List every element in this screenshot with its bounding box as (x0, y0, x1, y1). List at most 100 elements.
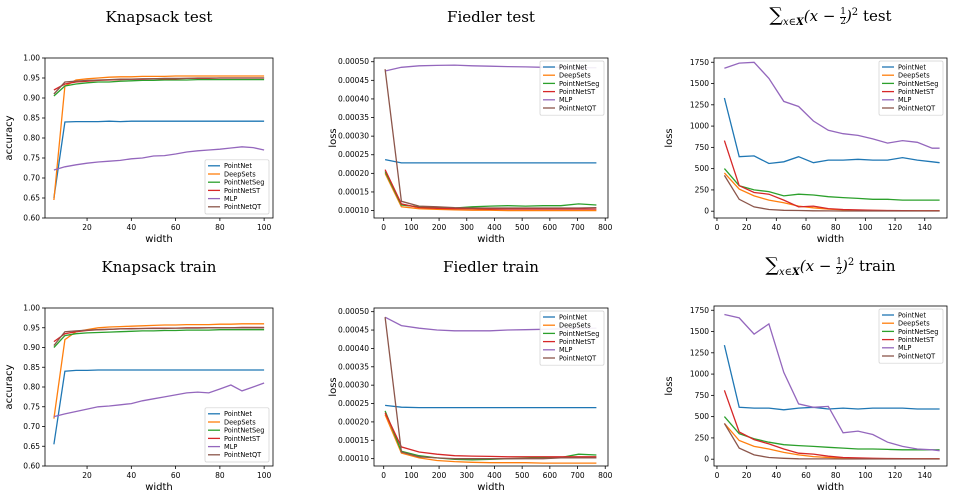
series-line-pointnetst (384, 169, 597, 210)
legend-label: PointNetQT (559, 104, 597, 112)
y-tick-label: 0.75 (23, 154, 40, 163)
x-tick-label: 200 (432, 471, 447, 480)
chart-panel-5: ∑x∈X(x − 1 2)2 train 0 20 40 60 80 100 120 140 0 25… (644, 250, 966, 495)
y-axis-label: loss (328, 377, 339, 396)
y-tick-label: 0.85 (23, 114, 40, 123)
y-tick-label: 0.00050 (338, 307, 369, 316)
x-tick-label: 100 (404, 223, 419, 232)
legend-label: PointNet (559, 63, 587, 71)
legend: PointNetDeepSetsPointNetSegPointNetSTMLP… (539, 60, 605, 116)
x-tick-label: 20 (742, 223, 752, 232)
y-tick-label: 0.70 (23, 422, 40, 431)
y-tick-label: 0.00030 (338, 381, 369, 390)
x-tick-label: 120 (888, 471, 903, 480)
y-tick-label: 0.80 (23, 134, 40, 143)
legend-box (878, 60, 944, 116)
legend-label: PointNet (898, 311, 926, 319)
legend-label: DeepSets (559, 322, 591, 330)
x-tick-label: 100 (404, 471, 419, 480)
y-tick-label: 0.00050 (338, 57, 369, 66)
legend-label: DeepSets (898, 72, 930, 80)
chart-title-text: train (858, 257, 896, 275)
x-tick-label: 400 (487, 471, 502, 480)
chart-title-text: test (862, 7, 892, 25)
series-line-pointnet (385, 404, 597, 409)
y-tick-label: 0.00045 (338, 326, 369, 335)
chart-title: ∑x∈X(x − 1 2)2 test (714, 4, 947, 28)
legend-label: PointNet (559, 313, 587, 321)
chart-svg: 0 100 200 300 400 500 600 700 800 0.00010 0.00015 0… (328, 57, 613, 245)
y-axis-label: loss (328, 128, 339, 147)
legend-box (539, 310, 605, 366)
x-tick-label: 60 (801, 471, 811, 480)
x-tick-label: 140 (918, 471, 933, 480)
x-tick-label: 40 (772, 471, 782, 480)
legend-label: PointNetST (224, 187, 261, 195)
series-line-deepsets (53, 75, 265, 201)
series-line-pointnetqt (53, 77, 265, 95)
chart-svg: 0 20 40 60 80 100 120 140 0 250 500 750 1000 1250 1500… (664, 57, 948, 245)
legend-label: MLP (559, 96, 572, 104)
x-tick-label: 20 (742, 471, 752, 480)
y-axis-label: accuracy (4, 364, 15, 409)
chart-title-text: Knapsack test (105, 8, 213, 26)
y-tick-label: 1500 (690, 327, 709, 336)
y-tick-label: 0.00035 (338, 362, 369, 371)
y-tick-label: 1000 (690, 370, 709, 379)
x-tick-label: 800 (598, 471, 613, 480)
chart-title: Fiedler train (374, 258, 608, 276)
legend-label: PointNetQT (559, 354, 597, 362)
x-tick-label: 500 (515, 223, 530, 232)
x-tick-label: 0 (381, 471, 386, 480)
series-line-pointnet (384, 158, 597, 164)
x-tick-label: 60 (801, 223, 811, 232)
y-tick-label: 0.65 (23, 442, 40, 451)
y-tick-label: 1.00 (23, 54, 40, 63)
x-tick-label: 80 (215, 223, 225, 232)
legend: PointNetDeepSetsPointNetSegPointNetSTMLP… (878, 308, 944, 364)
y-tick-label: 1750 (690, 306, 709, 315)
chart-title-math: ∑x∈X(x − 1 2)2 (769, 4, 859, 28)
y-axis-label: loss (664, 128, 675, 147)
x-tick-label: 40 (127, 223, 137, 232)
x-tick-label: 100 (858, 223, 873, 232)
legend-label: PointNetST (559, 88, 596, 96)
x-tick-label: 80 (831, 223, 841, 232)
chart-panel-4: Fiedler train 0 100 200 300 400 500 600 700 800 0.… (322, 250, 644, 495)
x-tick-label: 120 (888, 223, 903, 232)
y-tick-label: 0.00040 (338, 94, 369, 103)
y-tick-label: 0.85 (23, 363, 40, 372)
x-tick-label: 300 (460, 223, 475, 232)
x-tick-label: 40 (772, 223, 782, 232)
x-axis-label: width (477, 234, 505, 245)
y-tick-label: 0.75 (23, 402, 40, 411)
chart-title: ∑x∈X(x − 1 2)2 train (714, 254, 947, 278)
x-tick-label: 80 (831, 471, 841, 480)
series-line-mlp (724, 61, 940, 149)
legend-label: PointNet (898, 63, 926, 71)
legend-box (878, 308, 944, 364)
plot-frame (373, 57, 609, 219)
y-tick-label: 750 (695, 391, 710, 400)
x-tick-label: 140 (918, 223, 933, 232)
series-line-pointnetseg (723, 168, 940, 201)
x-tick-label: 800 (598, 223, 613, 232)
y-tick-label: 500 (695, 164, 710, 173)
chart-title-text: Fiedler test (447, 8, 535, 26)
x-tick-label: 700 (570, 223, 585, 232)
legend-label: PointNet (224, 162, 252, 170)
series-line-pointnetqt (723, 423, 940, 460)
x-tick-label: 500 (515, 471, 530, 480)
legend-label: PointNetSeg (559, 330, 599, 338)
chart-panel-3: Knapsack train 20 40 60 80 100 0.60 0.65 0.70 0.7… (0, 250, 322, 495)
legend-box (539, 60, 605, 116)
y-tick-label: 0.90 (23, 343, 40, 352)
series-line-pointnetqt (384, 69, 597, 209)
chart-title: Fiedler test (374, 8, 608, 26)
series-line-mlp (53, 382, 265, 418)
y-tick-label: 0.00040 (338, 344, 369, 353)
x-tick-label: 400 (487, 223, 502, 232)
y-tick-label: 0.00030 (338, 132, 369, 141)
chart-panel-1: Fiedler test 0 100 200 300 400 500 600 700 800 0.0… (322, 0, 644, 245)
x-tick-label: 40 (127, 471, 137, 480)
